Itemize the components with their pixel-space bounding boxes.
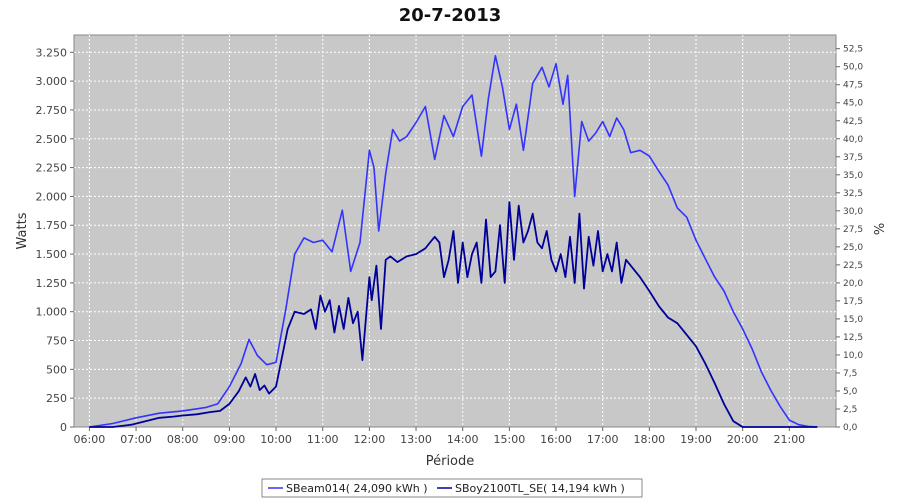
x-tick-label: 07:00 <box>120 433 152 446</box>
y-tick-label: 3.000 <box>36 75 68 88</box>
y2-tick-label: 12,5 <box>843 333 863 343</box>
x-tick-label: 11:00 <box>307 433 339 446</box>
x-tick-label: 18:00 <box>633 433 665 446</box>
y2-tick-label: 40,0 <box>843 135 863 145</box>
y-tick-label: 1.250 <box>36 277 68 290</box>
y2-tick-label: 20,0 <box>843 279 863 289</box>
x-tick-label: 14:00 <box>447 433 479 446</box>
y-tick-label: 2.750 <box>36 104 68 117</box>
x-tick-label: 09:00 <box>214 433 246 446</box>
y2-tick-label: 5,0 <box>843 387 858 397</box>
x-axis-title: Période <box>426 454 475 469</box>
y2-tick-label: 15,0 <box>843 315 863 325</box>
y-tick-label: 2.250 <box>36 162 68 175</box>
y-tick-label: 2.000 <box>36 190 68 203</box>
y2-tick-label: 37,5 <box>843 153 863 163</box>
series-lines <box>89 54 818 428</box>
x-tick-label: 08:00 <box>167 433 199 446</box>
x-tick-label: 17:00 <box>587 433 619 446</box>
legend-entry-sboy: SBoy2100TL_SE( 14,194 kWh ) <box>455 482 625 495</box>
legend: SBeam014( 24,090 kWh ) SBoy2100TL_SE( 14… <box>261 478 643 498</box>
y-tick-label: 2.500 <box>36 133 68 146</box>
y-tick-label: 1.500 <box>36 248 68 261</box>
y2-tick-label: 42,5 <box>843 117 863 127</box>
x-tick-label: 13:00 <box>400 433 432 446</box>
y-tick-label: 750 <box>46 335 67 348</box>
y-axis-title: Watts <box>15 212 30 249</box>
y2-axis-ticks: 0,0 2,5 5,0 7,5 10,0 12,5 15,0 17,5 20,0 22,5 25,0… <box>836 45 863 433</box>
series-line-sboy <box>89 201 818 428</box>
y-axis-ticks: 0 250 500 750 1.000 1.250 1.500 1.750 2.000 2.250… <box>36 46 74 434</box>
y2-tick-label: 27,5 <box>843 225 863 235</box>
legend-entry-sbeam: SBeam014( 24,090 kWh ) <box>286 482 428 495</box>
chart-title: 20-7-2013 <box>399 5 502 26</box>
y-tick-label: 500 <box>46 363 67 376</box>
x-tick-label: 10:00 <box>260 433 292 446</box>
x-tick-label: 12:00 <box>354 433 386 446</box>
y-tick-label: 1.750 <box>36 219 68 232</box>
x-tick-label: 21:00 <box>773 433 805 446</box>
y2-tick-label: 7,5 <box>843 369 857 379</box>
y2-tick-label: 47,5 <box>843 81 863 91</box>
series-line-sbeam <box>89 54 818 428</box>
y2-tick-label: 2,5 <box>843 405 857 415</box>
y2-tick-label: 52,5 <box>843 45 863 55</box>
y-tick-label: 250 <box>46 392 67 405</box>
y2-tick-label: 22,5 <box>843 261 863 271</box>
y2-tick-label: 35,0 <box>843 171 863 181</box>
y2-tick-label: 0,0 <box>843 423 858 433</box>
y2-tick-label: 30,0 <box>843 207 863 217</box>
x-tick-label: 16:00 <box>540 433 572 446</box>
y2-tick-label: 10,0 <box>843 351 863 361</box>
y-tick-label: 1.000 <box>36 306 68 319</box>
y2-tick-label: 50,0 <box>843 63 863 73</box>
y2-tick-label: 45,0 <box>843 99 863 109</box>
y2-tick-label: 32,5 <box>843 189 863 199</box>
x-axis-ticks: 06:00 07:00 08:00 09:00 10:00 11:00 12:00 13:00… <box>74 427 805 446</box>
x-tick-label: 06:00 <box>74 433 106 446</box>
y-tick-label: 3.250 <box>36 46 68 59</box>
x-tick-label: 19:00 <box>680 433 712 446</box>
x-tick-label: 15:00 <box>494 433 526 446</box>
y-tick-label: 0 <box>60 421 67 434</box>
y2-tick-label: 25,0 <box>843 243 863 253</box>
y2-tick-label: 17,5 <box>843 297 863 307</box>
x-tick-label: 20:00 <box>727 433 759 446</box>
grid-lines <box>74 35 836 427</box>
plot-area <box>73 34 837 428</box>
y2-axis-title: % <box>873 223 888 235</box>
